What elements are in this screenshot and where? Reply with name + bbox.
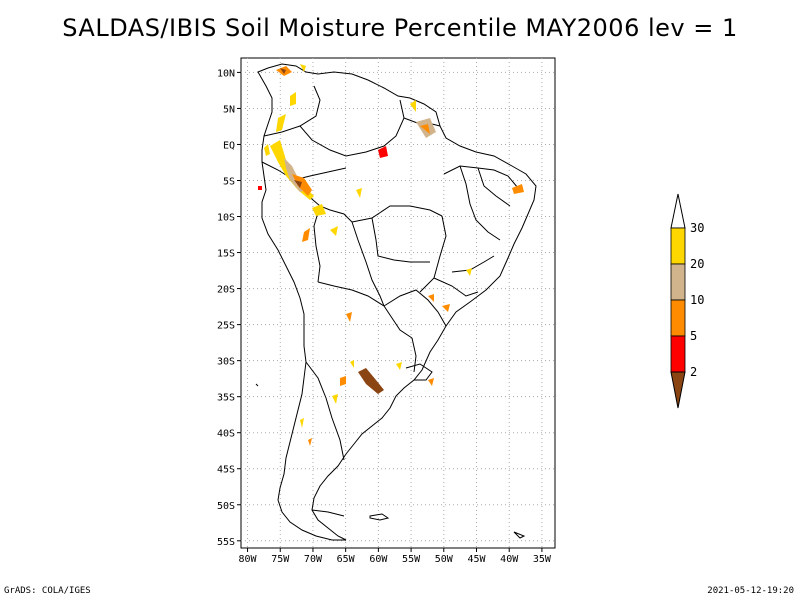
lat-tick-label: 55S [217,537,235,548]
lat-tick-label: 10N [217,68,235,79]
legend-swatch [670,227,686,265]
latitude-axis: 10N 5N EQ 5S 10S 15S 20S 25S 30S 35S 40S 45S 50S 55S [217,68,241,548]
lat-tick-label: 35S [217,393,235,404]
south-america-coastline [255,63,537,541]
legend-swatch [670,263,686,301]
lat-tick-label: 5S [223,177,235,188]
lat-tick-label: 20S [217,285,235,296]
legend-cap-bottom [670,371,686,409]
legend-swatch [670,299,686,337]
lat-tick-label: 25S [217,321,235,332]
legend-label: 2 [690,365,697,379]
color-legend: 30 20 10 5 2 [670,193,704,409]
lat-tick-label: 10S [217,213,235,224]
lat-tick-label: 15S [217,249,235,260]
legend-label: 20 [690,257,704,271]
lon-tick-label: 80W [239,554,258,565]
map-title: SALDAS/IBIS Soil Moisture Percentile MAY… [62,14,738,42]
lat-tick-label: EQ [223,140,235,151]
lon-tick-label: 35W [533,554,552,565]
lat-tick-label: 5N [223,104,235,115]
lon-tick-label: 50W [435,554,454,565]
plot-frame [240,57,556,549]
lat-tick-label: 45S [217,465,235,476]
lon-tick-label: 75W [271,554,290,565]
lat-tick-label: 50S [217,501,235,512]
lon-tick-label: 70W [304,554,323,565]
legend-cap-top [670,193,686,229]
footer-timestamp: 2021-05-12-19:20 [707,586,794,596]
percentile-patches [258,64,524,446]
longitude-axis: 80W 75W 70W 65W 60W 55W 50W 45W 40W 35W [239,548,552,565]
lon-tick-label: 55W [402,554,421,565]
legend-label: 30 [690,221,704,235]
legend-label: 10 [690,293,704,307]
lon-tick-label: 60W [369,554,388,565]
legend-swatch [670,335,686,373]
footer-credit: GrADS: COLA/IGES [4,586,91,596]
lat-tick-label: 40S [217,429,235,440]
legend-label: 5 [690,329,697,343]
lat-tick-label: 30S [217,357,235,368]
lon-tick-label: 65W [337,554,356,565]
lon-tick-label: 45W [467,554,486,565]
lon-tick-label: 40W [500,554,519,565]
